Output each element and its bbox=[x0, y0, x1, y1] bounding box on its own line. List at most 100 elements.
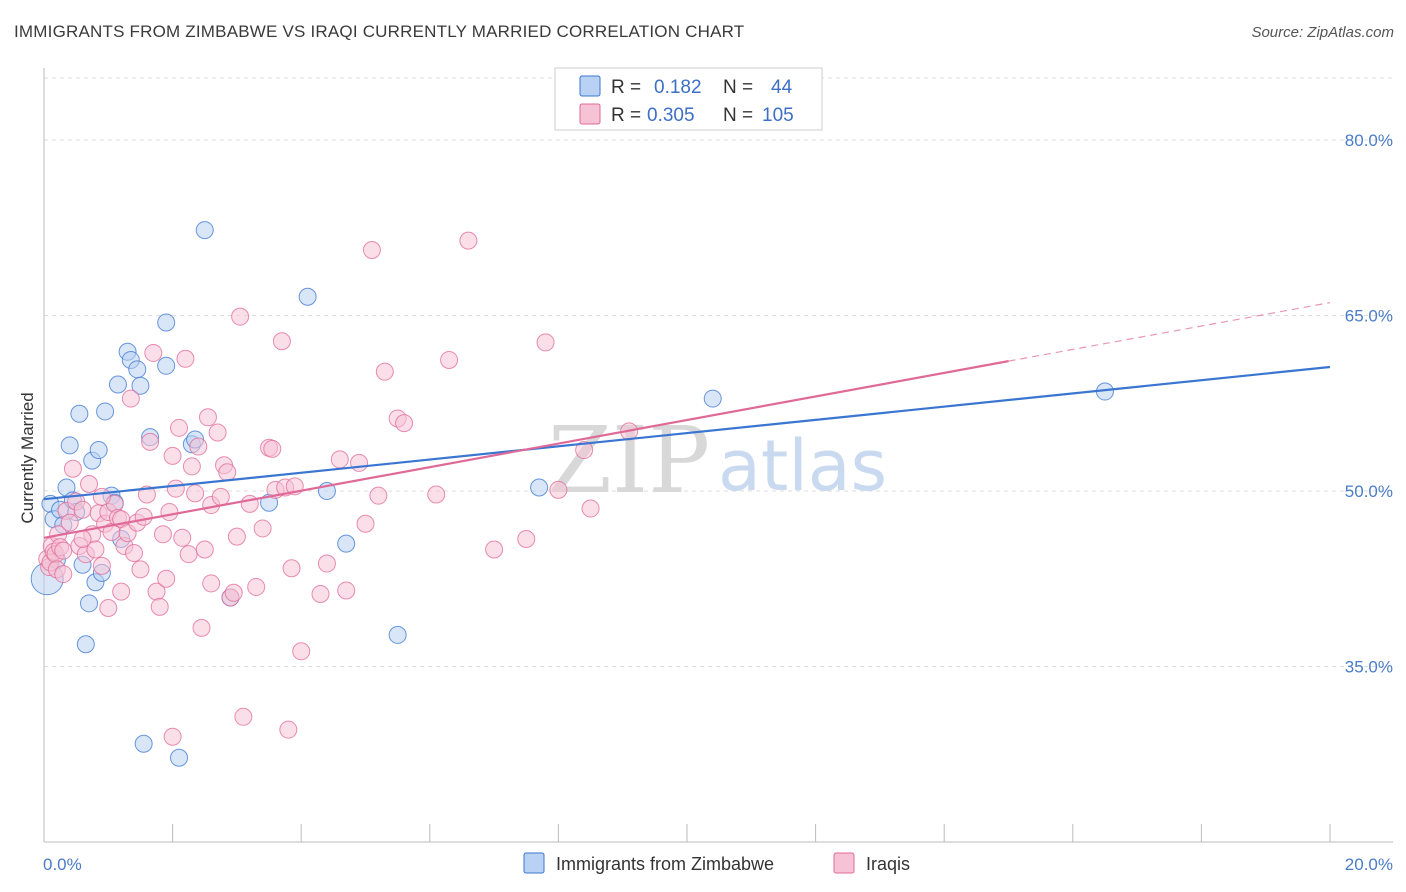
zimbabwe-trend-line bbox=[43, 365, 1331, 501]
zimbabwe-point-41 bbox=[530, 478, 549, 497]
y-tick-label-1: 50.0% bbox=[1345, 482, 1393, 501]
iraqis-point-68 bbox=[263, 439, 282, 458]
iraqis-point-37 bbox=[144, 343, 163, 362]
iraqis-point-46 bbox=[173, 528, 192, 547]
iraqis-point-94 bbox=[575, 441, 594, 460]
trend-lines bbox=[43, 302, 1331, 539]
iraqis-point-64 bbox=[234, 707, 253, 726]
iraqis-point-98 bbox=[163, 727, 182, 746]
iraqis-point-89 bbox=[459, 231, 478, 250]
iraqis-point-72 bbox=[279, 720, 298, 739]
y-tick-label-3: 80.0% bbox=[1345, 131, 1393, 150]
iraqis-point-70 bbox=[272, 332, 291, 351]
zimbabwe-point-18 bbox=[96, 402, 115, 421]
iraqis-point-36 bbox=[141, 432, 160, 451]
iraqis-point-76 bbox=[311, 584, 330, 603]
iraqis-point-90 bbox=[485, 540, 504, 559]
iraqis-point-99 bbox=[73, 529, 92, 548]
iraqis-point-45 bbox=[170, 418, 189, 437]
legend-r-value-iraqis: 0.305 bbox=[647, 105, 695, 126]
y-tick-label-2: 65.0% bbox=[1345, 307, 1393, 326]
legend-n-label-zimbabwe: N = bbox=[723, 77, 753, 98]
iraqis-point-17 bbox=[80, 474, 99, 493]
y-tick-labels: 35.0% 50.0% 65.0% 80.0% bbox=[1345, 131, 1393, 677]
legend-swatch-zimbabwe bbox=[579, 75, 601, 97]
x-tick-label-1: 20.0% bbox=[1345, 855, 1393, 874]
zimbabwe-point-12 bbox=[76, 635, 95, 654]
zimbabwe-point-31 bbox=[170, 748, 189, 767]
iraqis-point-52 bbox=[192, 618, 211, 637]
zimbabwe-point-34 bbox=[195, 221, 214, 240]
iraqis-point-65 bbox=[247, 577, 266, 596]
iraqis-point-44 bbox=[166, 479, 185, 498]
zimbabwe-point-29 bbox=[157, 313, 176, 332]
chart-title: IMMIGRANTS FROM ZIMBABWE VS IRAQI CURREN… bbox=[14, 22, 745, 41]
y-axis-label: Currently Married bbox=[18, 392, 37, 523]
gridlines bbox=[44, 77, 1393, 667]
y-tick-label-0: 35.0% bbox=[1345, 658, 1393, 677]
zimbabwe-point-30 bbox=[157, 356, 176, 375]
legend-r-label-zimbabwe: R = bbox=[611, 77, 641, 98]
iraqis-point-63 bbox=[231, 307, 250, 326]
iraqis-point-93 bbox=[549, 480, 568, 499]
iraqis-point-77 bbox=[317, 554, 336, 573]
series-legend-label-zimbabwe: Immigrants from Zimbabwe bbox=[556, 854, 774, 874]
zimbabwe-point-13 bbox=[80, 594, 99, 613]
zimbabwe-point-39 bbox=[337, 534, 356, 553]
iraqis-point-48 bbox=[179, 545, 198, 564]
iraqis-point-91 bbox=[517, 529, 536, 548]
iraqis-point-40 bbox=[153, 525, 172, 544]
iraqis-point-31 bbox=[125, 544, 144, 563]
iraqis-point-49 bbox=[182, 457, 201, 476]
axes bbox=[43, 68, 1393, 843]
x-tick-label-0: 0.0% bbox=[43, 855, 82, 874]
legend-swatch-iraqis bbox=[579, 103, 601, 125]
iraqis-point-21 bbox=[92, 556, 111, 575]
iraqis-point-78 bbox=[330, 450, 349, 469]
iraqis-point-54 bbox=[198, 408, 217, 427]
iraqis-point-66 bbox=[253, 519, 272, 538]
iraqis-point-80 bbox=[350, 453, 369, 472]
watermark-atlas: atlas bbox=[718, 425, 887, 507]
legend-n-label-iraqis: N = bbox=[723, 105, 753, 126]
iraqis-point-59 bbox=[218, 463, 237, 482]
iraqis-point-75 bbox=[292, 642, 311, 661]
iraqis-point-83 bbox=[369, 486, 388, 505]
x-tick-labels: 0.0% 20.0% bbox=[43, 855, 1393, 874]
iraqis-point-12 bbox=[63, 459, 82, 478]
zimbabwe-point-16 bbox=[89, 441, 108, 460]
legend-r-value-zimbabwe: 0.182 bbox=[654, 77, 702, 98]
iraqis-point-19 bbox=[86, 540, 105, 559]
iraqis-point-35 bbox=[137, 485, 156, 504]
iraqis-point-104 bbox=[92, 487, 111, 506]
legend-n-value-iraqis: 105 bbox=[762, 105, 794, 126]
zimbabwe-point-42 bbox=[703, 389, 722, 408]
iraqis-point-87 bbox=[427, 485, 446, 504]
iraqis-point-30 bbox=[121, 389, 140, 408]
iraqis-point-11 bbox=[60, 513, 79, 532]
series-legend-swatch-zimbabwe bbox=[523, 852, 545, 874]
series-legend: Immigrants from Zimbabwe Iraqis bbox=[523, 852, 910, 874]
iraqis-point-92 bbox=[536, 333, 555, 352]
iraqis-point-97 bbox=[99, 599, 118, 617]
iraqis-point-62 bbox=[227, 527, 246, 546]
chart-source: Source: ZipAtlas.com bbox=[1251, 24, 1394, 41]
iraqis-point-15 bbox=[73, 500, 92, 519]
iraqis-point-34 bbox=[134, 507, 153, 526]
zimbabwe-point-10 bbox=[70, 404, 89, 423]
zimbabwe-point-37 bbox=[298, 287, 317, 306]
iraqis-trend-line bbox=[43, 360, 1009, 539]
iraqis-point-79 bbox=[337, 581, 356, 600]
series-legend-swatch-iraqis bbox=[833, 852, 855, 874]
iraqis-point-50 bbox=[186, 484, 205, 503]
iraqis-point-61 bbox=[224, 583, 243, 602]
iraqis-point-101 bbox=[112, 582, 131, 601]
iraqis-point-95 bbox=[581, 499, 600, 518]
iraqis-trend-line-extension bbox=[1008, 302, 1331, 362]
iraqis-point-41 bbox=[157, 569, 176, 588]
iraqis-point-47 bbox=[176, 349, 195, 368]
iraqis-point-43 bbox=[163, 446, 182, 465]
iraqis-point-42 bbox=[160, 503, 179, 522]
iraqis-point-102 bbox=[202, 574, 221, 593]
